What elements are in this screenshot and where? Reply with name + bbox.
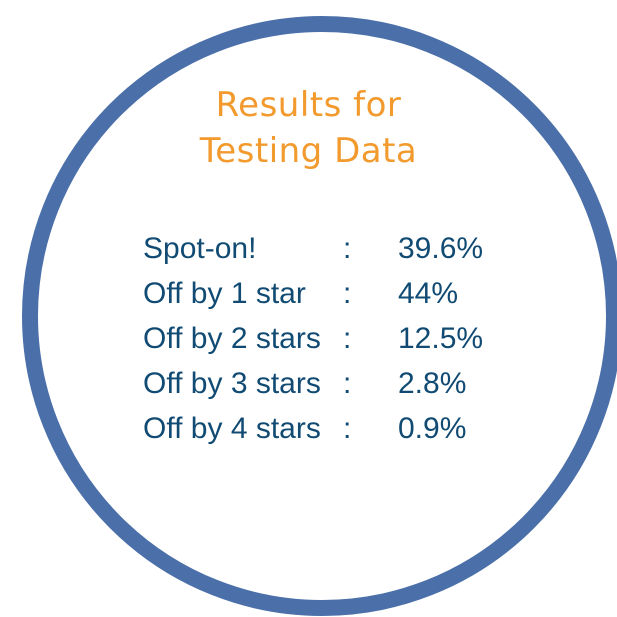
- circle-frame: [22, 16, 617, 616]
- result-row-off-by-3: Off by 3 stars : 2.8%: [143, 361, 503, 406]
- title-line-2: Testing Data: [199, 131, 418, 171]
- result-row-spot-on: Spot-on! : 39.6%: [143, 226, 503, 271]
- results-list: Spot-on! : 39.6% Off by 1 star : 44% Off…: [143, 226, 503, 451]
- result-row-off-by-2: Off by 2 stars : 12.5%: [143, 316, 503, 361]
- result-label: Spot-on!: [143, 232, 257, 265]
- title-line-1: Results for: [215, 85, 402, 125]
- result-separator: :: [343, 277, 352, 310]
- result-label: Off by 3 stars: [143, 367, 321, 400]
- result-label: Off by 1 star: [143, 277, 306, 310]
- result-value: 44%: [398, 277, 459, 310]
- result-separator: :: [343, 367, 352, 400]
- result-row-off-by-1: Off by 1 star : 44%: [143, 271, 503, 316]
- result-separator: :: [343, 322, 352, 355]
- result-value: 2.8%: [398, 367, 467, 400]
- result-label: Off by 4 stars: [143, 412, 321, 445]
- result-separator: :: [343, 412, 352, 445]
- result-value: 0.9%: [398, 412, 467, 445]
- result-value: 12.5%: [398, 322, 484, 355]
- result-label: Off by 2 stars: [143, 322, 321, 355]
- result-row-off-by-4: Off by 4 stars : 0.9%: [143, 406, 503, 451]
- result-separator: :: [343, 232, 352, 265]
- result-value: 39.6%: [398, 232, 484, 265]
